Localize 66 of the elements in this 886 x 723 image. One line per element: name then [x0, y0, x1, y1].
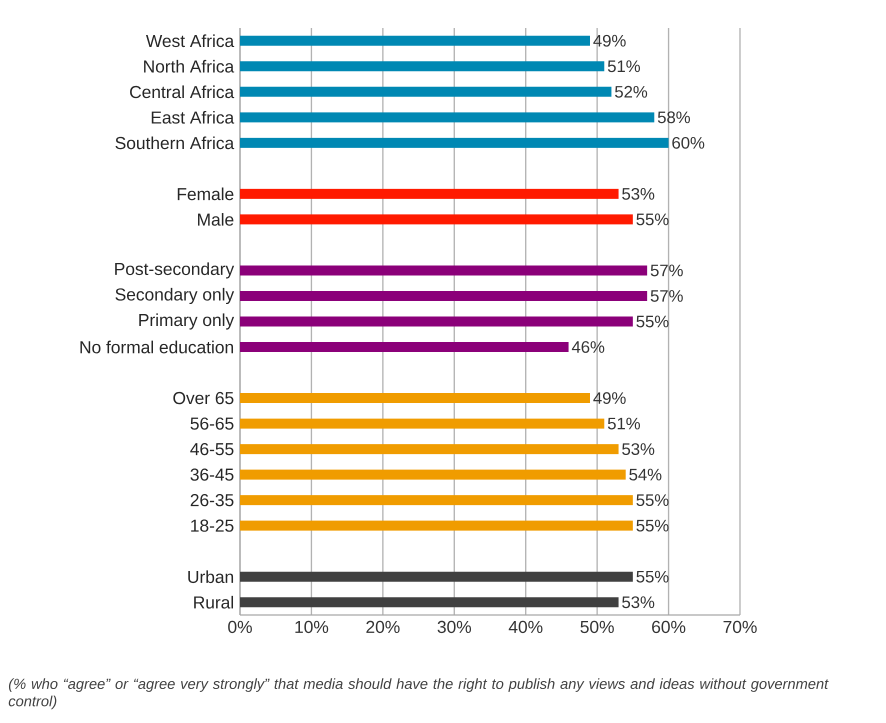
data-label: 49% — [593, 34, 626, 47]
data-label: 53% — [622, 596, 654, 608]
data-label: 49% — [593, 392, 626, 404]
bar — [240, 316, 633, 326]
y-tick-label: West Africa — [146, 34, 234, 48]
bar — [240, 342, 569, 352]
bar — [240, 470, 626, 480]
y-tick-label: 18-25 — [191, 520, 234, 532]
data-label: 46% — [572, 341, 604, 353]
bar — [240, 290, 648, 301]
y-tick-label: 46-55 — [190, 442, 234, 456]
data-label: 53% — [622, 188, 654, 200]
bar — [240, 597, 619, 608]
data-label: 51% — [608, 418, 640, 430]
data-label: 55% — [636, 570, 669, 583]
bar — [240, 393, 590, 404]
data-label: 52% — [615, 86, 648, 98]
bar — [240, 112, 654, 122]
x-tick-label: 30% — [438, 620, 472, 634]
data-label: 60% — [672, 136, 704, 149]
y-tick-label: Female — [178, 188, 234, 200]
bar — [240, 572, 633, 582]
data-label: 55% — [636, 520, 669, 532]
x-tick-label: 60% — [652, 620, 686, 634]
y-tick-label: Southern Africa — [116, 136, 234, 150]
bar — [240, 138, 669, 148]
y-tick-label: Urban — [188, 570, 234, 584]
data-label: 51% — [608, 60, 640, 72]
bar — [240, 265, 648, 276]
data-label: 57% — [650, 264, 683, 276]
bar — [240, 418, 604, 429]
y-tick-label: Male — [198, 213, 234, 226]
bar — [240, 36, 590, 46]
y-tick-label: East Africa — [152, 110, 234, 124]
y-tick-label: Rural — [194, 596, 234, 609]
bar — [240, 214, 633, 224]
y-tick-label: Central Africa — [130, 85, 234, 98]
x-tick-label: 70% — [724, 620, 757, 634]
data-label: 55% — [636, 494, 669, 506]
bar — [240, 86, 612, 97]
data-label: 55% — [636, 214, 669, 226]
x-tick-label: 0% — [228, 620, 252, 634]
y-tick-label: Primary only — [139, 313, 234, 330]
bar — [240, 520, 633, 531]
y-tick-label: Post-secondary — [115, 262, 234, 279]
bar — [240, 61, 604, 72]
text: (% who “agree” or “agree very strongly” that media should have the right to publish any views and ideas without government control) — [8, 678, 829, 710]
x-tick-label: 10% — [295, 620, 328, 634]
y-tick-label: North Africa — [144, 60, 234, 73]
y-tick-label: No formal education — [80, 340, 234, 354]
y-tick-label: 56-65 — [190, 417, 234, 430]
x-tick-label: 40% — [508, 620, 542, 634]
y-tick-label: Over 65 — [173, 392, 234, 404]
data-label: 57% — [650, 290, 683, 302]
bar — [240, 188, 619, 199]
data-label: 53% — [622, 443, 654, 456]
data-label: 54% — [629, 468, 662, 480]
data-label: 58% — [658, 111, 690, 124]
x-tick-label: 50% — [580, 620, 614, 634]
y-tick-label: 26-35 — [190, 494, 234, 506]
x-tick-label: 20% — [366, 620, 400, 634]
data-label: 55% — [636, 316, 669, 328]
bar — [240, 495, 633, 506]
bar — [240, 444, 619, 454]
y-tick-label: 36-45 — [190, 468, 234, 481]
y-tick-label: Secondary only — [115, 288, 234, 304]
